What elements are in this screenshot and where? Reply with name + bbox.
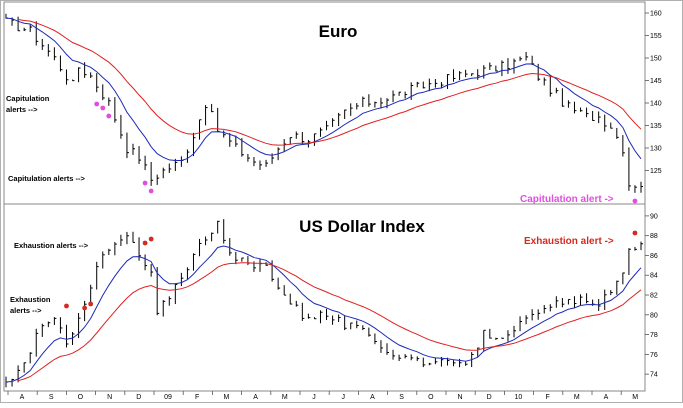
x-tick-label: J [341, 394, 345, 401]
usd-ytick-label: 80 [650, 312, 658, 319]
usd-ytick-label: 84 [650, 273, 658, 280]
x-tick-label: F [195, 394, 199, 401]
euro-annotation-capitulation-1b: alerts --> [6, 105, 38, 114]
euro-ytick-label: 135 [650, 123, 662, 130]
euro-alert-marker [142, 180, 148, 186]
usd-panel: 90 88 86 84 82 80 78 76 74 [5, 213, 658, 388]
x-tick-label: M [282, 394, 288, 401]
usd-annotation-exhaustion-1: Exhaustion alerts --> [14, 241, 89, 250]
usd-ma-line-1 [17, 262, 642, 382]
usd-alert-marker [82, 305, 88, 311]
euro-ytick-label: 125 [650, 168, 662, 175]
euro-alert-marker [148, 188, 154, 194]
x-tick-label: N [457, 394, 462, 401]
x-tick-label: S [399, 394, 404, 401]
x-tick-label: M [632, 394, 638, 401]
x-tick-label: 09 [164, 394, 172, 401]
x-tick-label: J [312, 394, 316, 401]
euro-annotation-capitulation-alert: Capitulation alert -> [520, 194, 614, 205]
euro-alert-marker [632, 198, 638, 204]
plot-frame [3, 1, 646, 392]
usd-annotation-exhaustion-alert: Exhaustion alert -> [524, 236, 614, 247]
euro-ytick-label: 155 [650, 33, 662, 40]
euro-ytick-label: 140 [650, 101, 662, 108]
usd-alert-marker [64, 303, 69, 309]
usd-annotation-exhaustion-2a: Exhaustion [10, 295, 51, 304]
euro-ytick-label: 160 [650, 11, 662, 18]
x-tick-label: F [545, 394, 549, 401]
x-tick-label: M [223, 394, 229, 401]
usd-ytick-label: 88 [650, 233, 658, 240]
euro-chart-title: Euro [319, 22, 358, 41]
x-tick-label: M [574, 394, 580, 401]
usd-ytick-label: 90 [650, 213, 658, 220]
usd-alert-marker [148, 236, 154, 242]
x-tick-label: N [107, 394, 112, 401]
usd-chart-title: US Dollar Index [299, 217, 425, 236]
euro-panel: 160 155 150 145 140 135 130 125 [5, 11, 662, 204]
euro-alert-marker [94, 101, 100, 107]
usd-ytick-label: 86 [650, 253, 658, 260]
x-tick-label: A [253, 394, 258, 401]
x-tick-label: D [136, 394, 141, 401]
usd-ma-line-0 [5, 245, 642, 383]
usd-alert-marker [632, 230, 638, 236]
x-tick-label: S [49, 394, 54, 401]
x-tick-label: 10 [515, 394, 523, 401]
x-tick-label: O [78, 394, 84, 401]
x-tick-label: A [604, 394, 609, 401]
euro-alert-marker [100, 105, 106, 111]
usd-alert-marker [142, 240, 148, 246]
euro-ma-line-0 [5, 17, 642, 161]
usd-alert-marker [88, 301, 94, 307]
x-tick-label: A [370, 394, 375, 401]
euro-ma-line-1 [18, 19, 642, 146]
usd-ytick-label: 78 [650, 332, 658, 339]
x-axis: A S O N D 09 F M A M J J A S O N D 10 F M A M [7, 391, 638, 401]
euro-ytick-label: 130 [650, 146, 662, 153]
euro-ytick-label: 145 [650, 78, 662, 85]
euro-ytick-label: 150 [650, 56, 662, 63]
x-tick-label: D [487, 394, 492, 401]
x-tick-label: A [20, 394, 25, 401]
euro-annotation-capitulation-2: Capitulation alerts --> [8, 174, 86, 183]
euro-annotation-capitulation-1a: Capitulation [6, 94, 50, 103]
usd-ytick-label: 74 [650, 372, 658, 379]
usd-ytick-label: 76 [650, 352, 658, 359]
usd-ytick-label: 82 [650, 293, 658, 300]
euro-alert-marker [106, 113, 112, 119]
x-tick-label: O [428, 394, 434, 401]
usd-annotation-exhaustion-2b: alerts --> [10, 306, 42, 315]
